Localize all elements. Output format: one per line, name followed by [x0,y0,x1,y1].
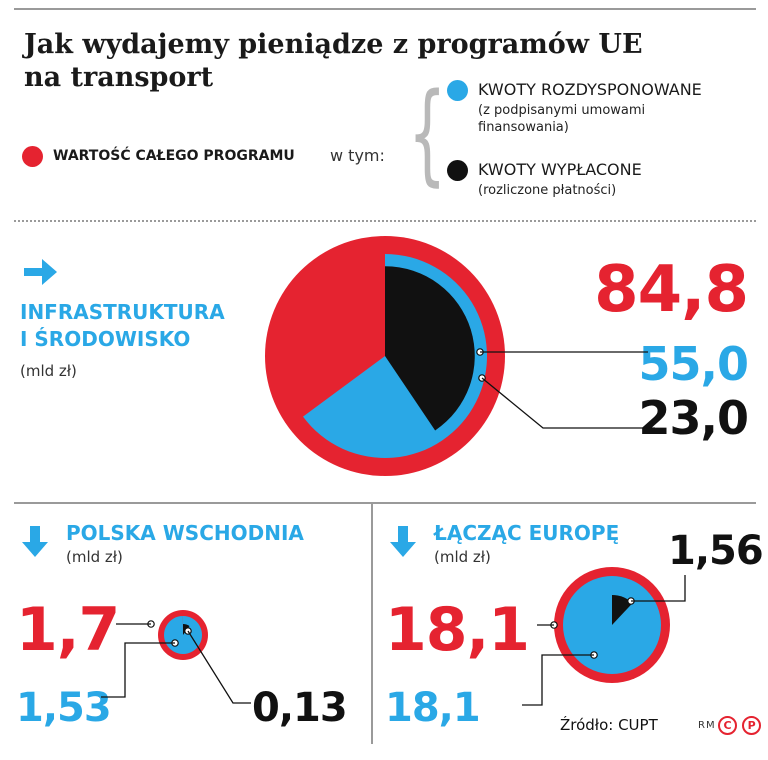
arrow-down-icon [20,524,50,564]
page-title: Jak wydajemy pieniądze z programów UE na… [24,29,643,93]
top-rule [14,8,756,10]
section3-total-value: 18,1 [385,595,530,665]
section2-paid-value: 0,13 [252,685,348,731]
section2-allocated-value: 1,53 [16,685,112,731]
legend-paid-label: KWOTY WYPŁACONE [478,160,642,179]
dotted-separator [14,220,756,222]
chart3-paid-leader [631,575,686,602]
arrow-down-icon [388,524,418,564]
section1-title-line2: I ŚRODOWISKO [20,327,191,351]
publisher-logo: C P [718,714,762,735]
section2-title: POLSKA WSCHODNIA [66,521,304,545]
chart2-allocated-leader [101,642,175,698]
section1-allocated-value: 55,0 [638,337,749,391]
arrow-right-icon [20,255,60,293]
legend-paid-dot [447,160,468,181]
legend-in-which: w tym: [330,146,385,165]
legend-total-dot [22,146,43,167]
section1-title-line1: INFRASTRUKTURA [20,300,225,324]
chart3-paid-wedge [612,595,633,625]
section1-total-value: 84,8 [594,253,749,327]
source-note: Źródło: CUPT [560,716,658,734]
section3-unit: (mld zł) [434,548,491,566]
section2-unit: (mld zł) [66,548,123,566]
section3-paid-value: 1,56 [668,528,764,574]
section1-paid-value: 23,0 [638,391,749,445]
chart1-paid-wedge [385,266,475,431]
legend-paid-note: (rozliczone płatności) [478,183,617,198]
legend-allocated-label: KWOTY ROZDYSPONOWANE [478,80,702,99]
section3-allocated-value: 18,1 [385,685,481,731]
legend-brace-icon: { [408,69,447,197]
chart3-allocated-leader [522,654,594,706]
legend-allocated-dot [447,80,468,101]
section-vertical-rule [371,504,373,744]
section1-unit: (mld zł) [20,362,77,380]
chart2-paid-leader [187,630,251,704]
legend-allocated-note: (z podpisanymi umowami finansowania) [478,103,646,135]
publisher-logo-p: P [742,716,762,735]
section3-title: ŁĄCZĄC EUROPĘ [434,521,620,545]
legend-total-label: WARTOŚĆ CAŁEGO PROGRAMU [53,148,295,164]
section-rule [14,502,756,504]
section2-total-value: 1,7 [16,595,120,665]
chart2-allocated-disc [164,616,203,654]
chart1-paid-leader [481,377,655,429]
publisher-logo-c-icon: C [718,716,737,735]
credit-initials: RM [698,720,716,731]
